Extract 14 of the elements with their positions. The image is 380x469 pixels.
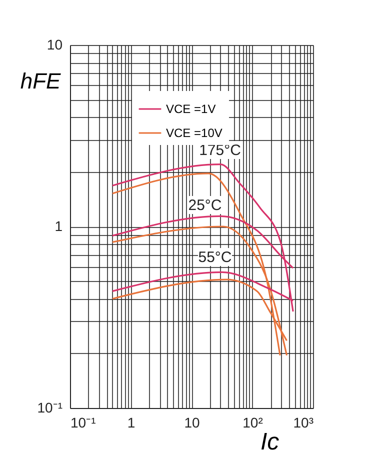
y-tick-label: 10 xyxy=(46,36,63,52)
x-tick-label: 10² xyxy=(242,414,264,430)
legend-label: VCE =10V xyxy=(166,126,222,140)
x-axis-title: Ic xyxy=(260,428,280,456)
x-tick-label: 10 xyxy=(184,414,200,430)
y-tick-label: 10⁻¹ xyxy=(37,400,63,416)
y-axis-title: hFE xyxy=(20,68,61,94)
x-tick-label: 1 xyxy=(127,414,136,430)
annotation: 25°C xyxy=(188,197,222,214)
x-tick-label: 10⁻¹ xyxy=(70,414,96,430)
y-tick-label: 1 xyxy=(54,218,63,234)
annotation: 55°C xyxy=(198,249,232,266)
legend-label: VCE =1V xyxy=(166,102,216,116)
x-tick-label: 10³ xyxy=(293,414,314,430)
